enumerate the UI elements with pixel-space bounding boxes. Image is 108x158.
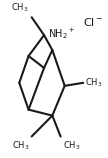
Text: NH$_2$$^+$: NH$_2$$^+$ — [48, 26, 75, 41]
Text: Cl$^-$: Cl$^-$ — [83, 16, 103, 28]
Text: CH$_3$: CH$_3$ — [12, 139, 30, 152]
Text: CH$_3$: CH$_3$ — [85, 77, 103, 89]
Text: CH$_3$: CH$_3$ — [11, 2, 29, 14]
Text: CH$_3$: CH$_3$ — [63, 139, 80, 152]
